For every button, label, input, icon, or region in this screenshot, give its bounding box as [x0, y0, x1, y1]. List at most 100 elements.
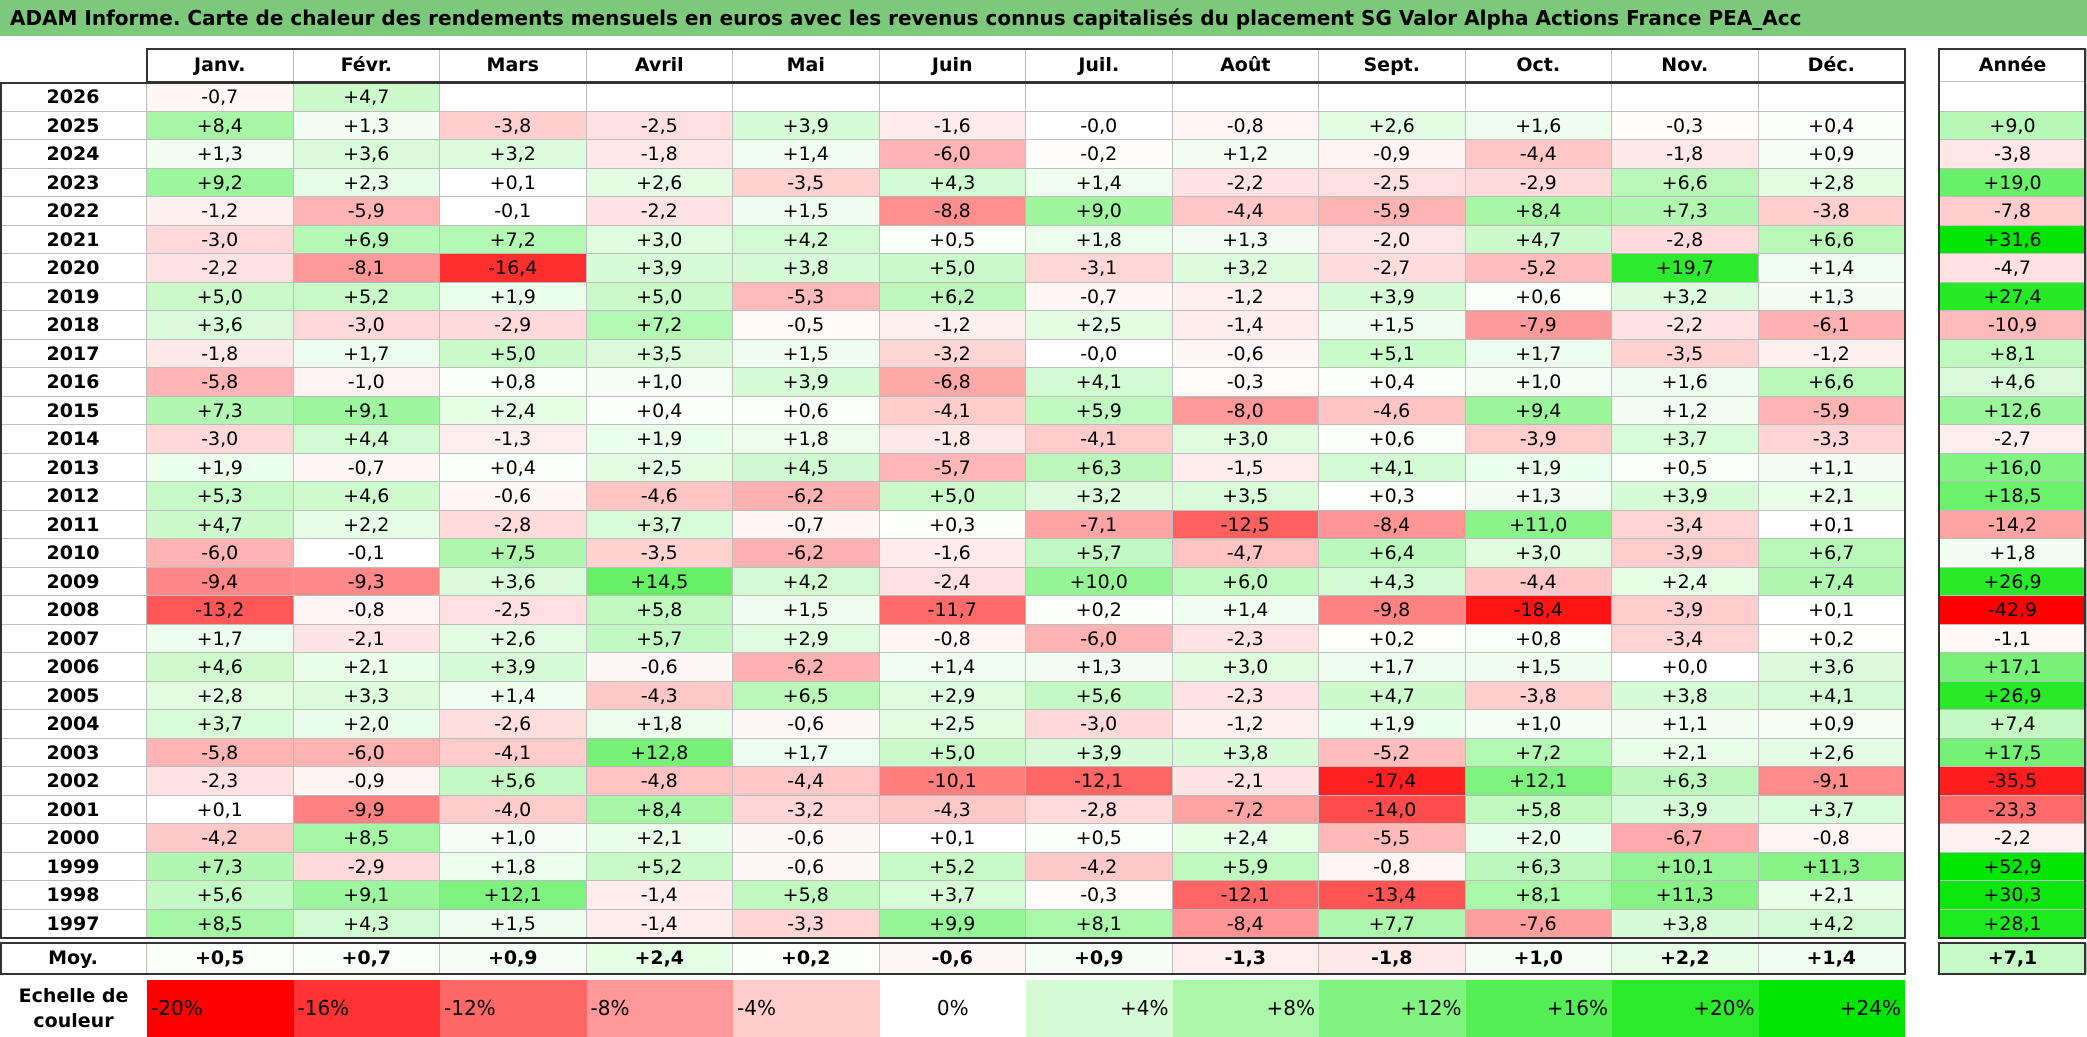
average-annual-cell: +7,1 — [1939, 943, 2087, 974]
heatmap-cell: +2,1 — [586, 824, 733, 853]
heatmap-cell: +12,8 — [586, 738, 733, 767]
heatmap-cell: +9,1 — [293, 881, 440, 910]
heatmap-cell: +0,8 — [1465, 624, 1612, 653]
heatmap-cell: -1,2 — [1172, 710, 1319, 739]
heatmap-cell — [1172, 83, 1319, 112]
heatmap-cell: +11,3 — [1758, 852, 1905, 881]
row-year-label: 2026 — [0, 83, 147, 112]
heatmap-cell: -8,0 — [1172, 396, 1319, 425]
average-cell: +0,7 — [293, 943, 440, 974]
heatmap-cell: -1,2 — [1758, 339, 1905, 368]
heatmap-cell: +0,6 — [1319, 425, 1466, 454]
heatmap-cell: +6,0 — [1172, 567, 1319, 596]
heatmap-cell: -2,3 — [1172, 624, 1319, 653]
heatmap-cell: +7,5 — [440, 539, 587, 568]
heatmap-cell: -0,8 — [1172, 111, 1319, 140]
heatmap-cell: -0,8 — [293, 596, 440, 625]
heatmap-cell: +8,5 — [293, 824, 440, 853]
heatmap-cell: -13,4 — [1319, 881, 1466, 910]
row-year-label: 2019 — [0, 282, 147, 311]
column-header: Févr. — [293, 49, 440, 82]
heatmap-cell: -16,4 — [440, 254, 587, 283]
heatmap-cell: +5,9 — [1172, 852, 1319, 881]
heatmap-cell: -6,0 — [879, 140, 1026, 169]
heatmap-cell: -6,0 — [293, 738, 440, 767]
heatmap-cell: +2,5 — [879, 710, 1026, 739]
heatmap-cell: -3,4 — [1612, 624, 1759, 653]
heatmap-cell: -0,1 — [293, 539, 440, 568]
average-cell: -1,3 — [1172, 943, 1319, 974]
heatmap-cell: +4,1 — [1758, 681, 1905, 710]
average-cell: -1,8 — [1319, 943, 1466, 974]
heatmap-cell: +1,4 — [1758, 254, 1905, 283]
heatmap-cell: +6,9 — [293, 225, 440, 254]
heatmap-cell: +12,1 — [440, 881, 587, 910]
heatmap-cell: +0,9 — [1758, 710, 1905, 739]
heatmap-cell: +4,3 — [879, 168, 1026, 197]
average-cell: +0,9 — [1026, 943, 1173, 974]
heatmap-cell: +1,3 — [147, 140, 294, 169]
heatmap-cell: -9,3 — [293, 567, 440, 596]
annual-cell: -42,9 — [1939, 596, 2087, 625]
average-row-label: Moy. — [0, 943, 147, 974]
heatmap-cell: +1,3 — [1172, 225, 1319, 254]
annual-cell: +16,0 — [1939, 453, 2087, 482]
heatmap-cell: +1,7 — [733, 738, 880, 767]
color-scale-step: -20% — [147, 980, 294, 1037]
heatmap-cell: +2,5 — [1026, 311, 1173, 340]
heatmap-cell: +5,6 — [147, 881, 294, 910]
column-header: Oct. — [1465, 49, 1612, 82]
heatmap-cell: -5,2 — [1465, 254, 1612, 283]
heatmap-cell: +6,3 — [1026, 453, 1173, 482]
heatmap-cell: -2,9 — [1465, 168, 1612, 197]
heatmap-cell: -0,7 — [1026, 282, 1173, 311]
heatmap-cell: +2,8 — [147, 681, 294, 710]
color-scale-step: +12% — [1319, 980, 1466, 1037]
heatmap-cell: +1,5 — [733, 197, 880, 226]
color-scale-step: -8% — [586, 980, 733, 1037]
annual-cell: +7,4 — [1939, 710, 2087, 739]
heatmap-cell: -2,2 — [147, 254, 294, 283]
heatmap-cell: +0,2 — [1319, 624, 1466, 653]
heatmap-cell: +7,2 — [586, 311, 733, 340]
heatmap-cell: +2,4 — [440, 396, 587, 425]
heatmap-cell: +2,1 — [293, 653, 440, 682]
heatmap-cell: -6,7 — [1612, 824, 1759, 853]
heatmap-cell: +4,2 — [1758, 909, 1905, 938]
heatmap-cell: +3,9 — [440, 653, 587, 682]
heatmap-cell: -4,2 — [147, 824, 294, 853]
heatmap-cell: +2,4 — [1172, 824, 1319, 853]
heatmap-cell: +7,2 — [440, 225, 587, 254]
heatmap-cell: -9,1 — [1758, 767, 1905, 796]
heatmap-cell: -2,2 — [1612, 311, 1759, 340]
heatmap-cell: +0,4 — [1758, 111, 1905, 140]
heatmap-cell: -13,2 — [147, 596, 294, 625]
heatmap-cell: +6,3 — [1612, 767, 1759, 796]
heatmap-cell: +1,8 — [733, 425, 880, 454]
heatmap-cell: +1,5 — [733, 596, 880, 625]
heatmap-cell: +1,8 — [586, 710, 733, 739]
heatmap-cell: +4,1 — [1026, 368, 1173, 397]
heatmap-cell: +1,7 — [293, 339, 440, 368]
heatmap-cell: -0,0 — [1026, 111, 1173, 140]
heatmap-cell: +2,9 — [879, 681, 1026, 710]
heatmap-cell: -3,9 — [1612, 596, 1759, 625]
heatmap-cell: -1,6 — [879, 539, 1026, 568]
heatmap-cell: +5,0 — [879, 482, 1026, 511]
heatmap-cell: +3,6 — [147, 311, 294, 340]
heatmap-cell: -4,1 — [879, 396, 1026, 425]
annual-cell: +28,1 — [1939, 909, 2087, 938]
heatmap-cell: +8,1 — [1026, 909, 1173, 938]
heatmap-cell: +10,1 — [1612, 852, 1759, 881]
heatmap-cell: -4,2 — [1026, 852, 1173, 881]
row-year-label: 2015 — [0, 396, 147, 425]
heatmap-cell: +3,7 — [1758, 795, 1905, 824]
column-header: Août — [1172, 49, 1319, 82]
heatmap-cell: -5,8 — [147, 368, 294, 397]
heatmap-cell: -6,2 — [733, 539, 880, 568]
heatmap-cell: +5,8 — [1465, 795, 1612, 824]
heatmap-cell: +4,5 — [733, 453, 880, 482]
annual-cell: +8,1 — [1939, 339, 2087, 368]
heatmap-cell: +2,9 — [733, 624, 880, 653]
heatmap-cell: -0,8 — [1758, 824, 1905, 853]
